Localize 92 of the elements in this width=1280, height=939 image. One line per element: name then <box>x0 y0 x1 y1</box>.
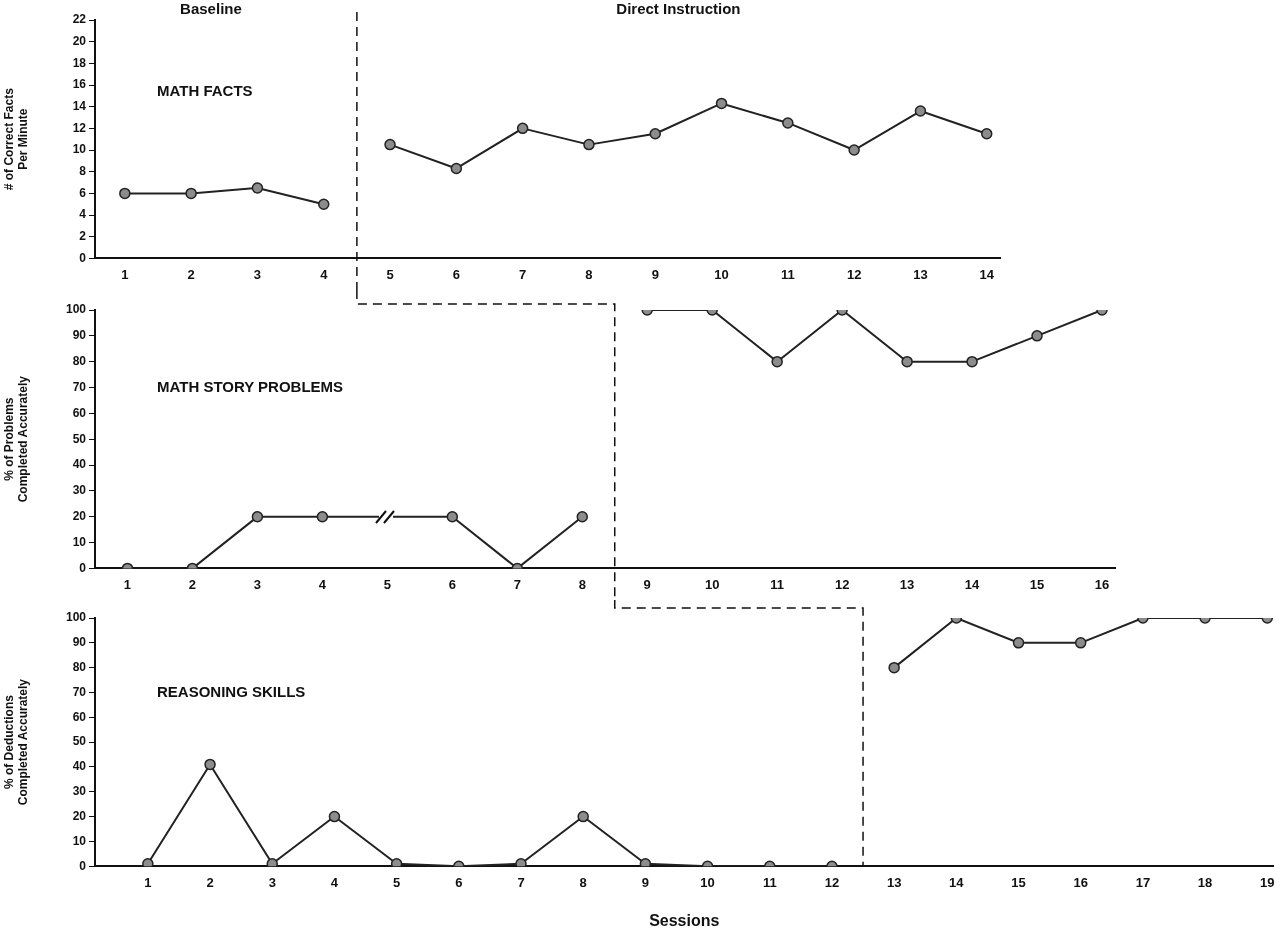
y-tick-label: 20 <box>72 808 87 823</box>
y-tick-label: 20 <box>72 509 87 524</box>
x-tick-label: 11 <box>770 576 785 592</box>
x-tick-label: 12 <box>846 266 862 282</box>
x-tick-label: 11 <box>762 874 777 890</box>
y-tick-label: 0 <box>79 250 87 265</box>
x-tick-label: 7 <box>517 874 525 890</box>
y-tick-label: 8 <box>79 164 87 179</box>
y-tick-label: 30 <box>72 784 87 799</box>
y-tick-label: 14 <box>72 99 87 113</box>
x-tick-label: 1 <box>144 874 152 890</box>
x-tick-label: 16 <box>1073 874 1088 890</box>
y-axis-title: % of Problems Completed Accurately <box>1 375 30 503</box>
y-tick-label: 80 <box>72 659 87 674</box>
y-tick-label: 16 <box>72 77 87 92</box>
x-tick-label: 8 <box>579 874 587 890</box>
x-tick-label: 9 <box>651 266 659 282</box>
x-tick-label: 17 <box>1135 874 1151 890</box>
y-tick-label: 70 <box>72 684 87 699</box>
y-tick-label: 90 <box>72 635 87 650</box>
x-tick-label: 8 <box>585 266 593 282</box>
x-tick-label: 2 <box>206 874 214 890</box>
x-tick-label: 4 <box>320 266 329 282</box>
y-tick-label: 100 <box>65 302 87 317</box>
text: Baseline <box>180 0 242 18</box>
y-tick-label: 0 <box>79 858 87 873</box>
y-tick-label: 2 <box>79 229 87 244</box>
x-tick-label: 10 <box>704 576 720 592</box>
y-tick-label: 6 <box>79 185 87 200</box>
text: Direct Instruction <box>616 0 741 18</box>
x-tick-label: 2 <box>188 576 197 592</box>
y-tick-label: 4 <box>79 207 87 222</box>
text: MATH FACTS <box>157 81 253 99</box>
x-tick-label: 10 <box>714 266 729 282</box>
x-tick-label: 5 <box>386 266 394 282</box>
x-tick-label: 15 <box>1029 576 1045 592</box>
y-tick-label: 0 <box>79 560 87 575</box>
y-tick-label: 18 <box>72 55 87 70</box>
y-tick-label: 22 <box>72 12 87 27</box>
x-tick-label: 15 <box>1011 874 1026 890</box>
y-tick-label: 12 <box>72 120 87 135</box>
x-tick-label: 8 <box>578 576 586 592</box>
x-tick-label: 13 <box>899 576 915 592</box>
y-tick-label: 10 <box>72 142 87 157</box>
y-tick-label: 10 <box>72 833 87 848</box>
x-tick-label: 7 <box>513 576 521 592</box>
y-tick-label: 50 <box>72 734 87 749</box>
y-tick-label: 50 <box>72 431 87 446</box>
x-tick-label: 18 <box>1197 874 1213 890</box>
text: MATH STORY PROBLEMS <box>157 377 344 395</box>
x-tick-label: 4 <box>318 576 327 592</box>
y-axis-title: % of Deductions Completed Accurately <box>1 678 30 806</box>
y-tick-label: 60 <box>72 709 87 724</box>
y-tick-label: 40 <box>72 759 87 774</box>
x-tick-label: 6 <box>448 576 456 592</box>
x-tick-label: 4 <box>330 874 339 890</box>
x-tick-label: 13 <box>913 266 928 282</box>
x-tick-label: 6 <box>452 266 460 282</box>
y-tick-label: 100 <box>65 610 87 625</box>
y-tick-label: 40 <box>72 457 87 472</box>
x-tick-label: 16 <box>1094 576 1110 592</box>
x-tick-label: 11 <box>780 266 795 282</box>
x-tick-label: 14 <box>979 266 995 282</box>
x-tick-label: 14 <box>964 576 981 592</box>
y-tick-label: 30 <box>72 483 87 498</box>
x-tick-label: 7 <box>519 266 527 282</box>
x-tick-label: 5 <box>383 576 391 592</box>
y-tick-label: 80 <box>72 353 87 368</box>
x-tick-label: 13 <box>886 874 902 890</box>
x-tick-label: 1 <box>123 576 132 592</box>
x-tick-label: 10 <box>700 874 715 890</box>
x-axis-title: Sessions <box>649 911 720 929</box>
x-tick-label: 19 <box>1260 874 1275 890</box>
x-tick-label: 3 <box>253 266 262 282</box>
x-tick-label: 3 <box>268 874 276 890</box>
x-tick-label: 14 <box>949 874 965 890</box>
text: REASONING SKILLS <box>157 682 306 700</box>
y-tick-label: 60 <box>72 405 87 420</box>
x-tick-label: 5 <box>393 874 401 890</box>
y-tick-label: 90 <box>72 328 87 343</box>
x-tick-label: 1 <box>121 266 129 282</box>
y-axis-title: # of Correct Facts Per Minute <box>1 87 30 191</box>
x-tick-label: 6 <box>455 874 463 890</box>
x-tick-label: 9 <box>643 576 651 592</box>
x-tick-label: 12 <box>824 874 840 890</box>
y-tick-label: 20 <box>72 33 87 48</box>
x-tick-label: 12 <box>834 576 850 592</box>
x-tick-label: 2 <box>187 266 195 282</box>
x-tick-label: 9 <box>641 874 649 890</box>
y-tick-label: 10 <box>72 534 87 549</box>
y-tick-label: 70 <box>72 379 87 394</box>
x-tick-label: 3 <box>253 576 262 592</box>
